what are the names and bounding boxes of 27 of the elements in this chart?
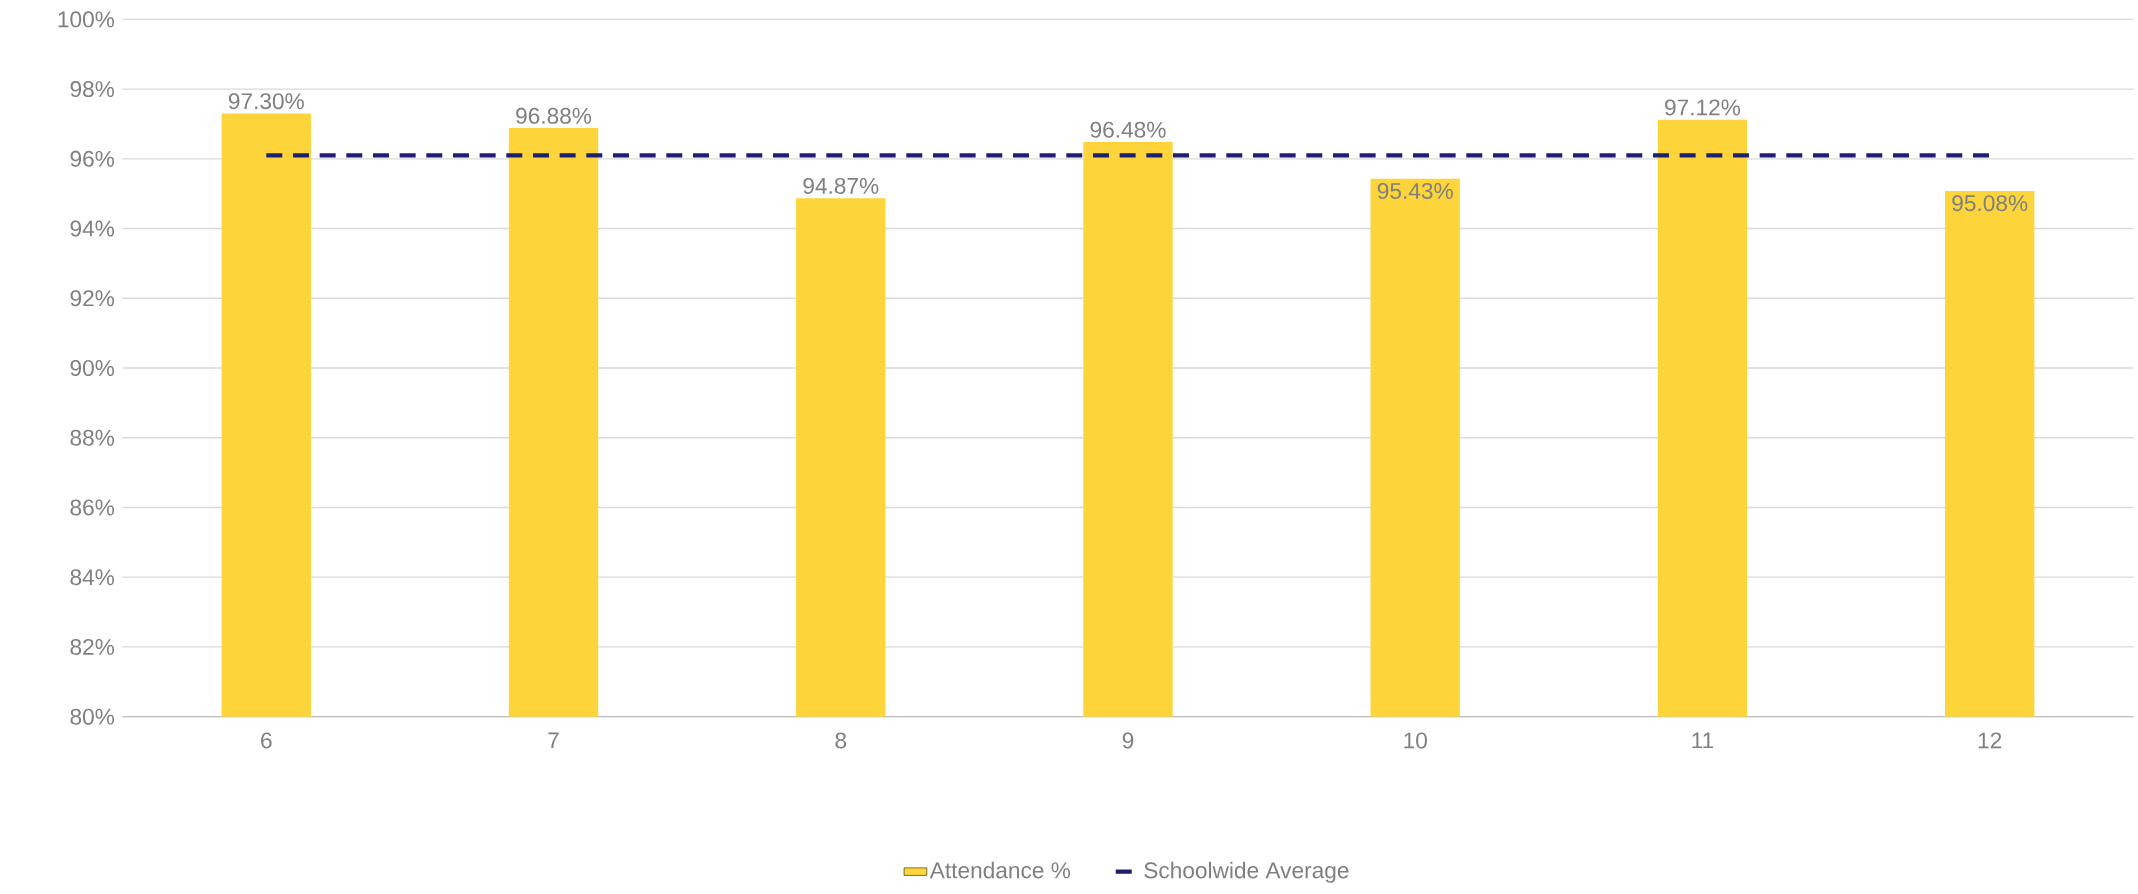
y-tick-label: 100% xyxy=(58,11,115,28)
x-tick-label: 11 xyxy=(1692,732,1714,749)
data-label: 94.87% xyxy=(803,177,879,194)
y-tick-label: 86% xyxy=(70,499,115,516)
y-tick-label: 96% xyxy=(70,150,115,167)
data-label: 95.08% xyxy=(1952,195,2028,212)
x-tick-label: 9 xyxy=(1122,732,1134,749)
data-label: 97.30% xyxy=(228,93,304,110)
legend-label: Attendance % xyxy=(929,861,1071,879)
x-tick-label: 6 xyxy=(261,732,272,749)
y-tick-label: 84% xyxy=(70,569,115,586)
y-tick-label: 92% xyxy=(70,290,115,307)
data-label: 96.88% xyxy=(516,107,592,124)
data-label: 97.12% xyxy=(1665,99,1741,116)
y-tick-label: 88% xyxy=(70,429,115,446)
y-tick-label: 90% xyxy=(70,359,115,377)
data-label: 96.48% xyxy=(1090,121,1166,138)
data-label: 95.43% xyxy=(1377,182,1453,199)
legend-label: Schoolwide Average xyxy=(1144,861,1349,883)
y-tick-label: 94% xyxy=(70,220,115,237)
x-tick-label: 8 xyxy=(835,732,847,749)
x-tick-label: 10 xyxy=(1404,732,1427,749)
y-tick-label: 80% xyxy=(70,708,115,725)
x-tick-label: 12 xyxy=(1978,732,2002,749)
y-tick-label: 98% xyxy=(70,81,115,98)
x-tick-label: 7 xyxy=(548,732,559,749)
y-tick-label: 82% xyxy=(70,638,115,655)
